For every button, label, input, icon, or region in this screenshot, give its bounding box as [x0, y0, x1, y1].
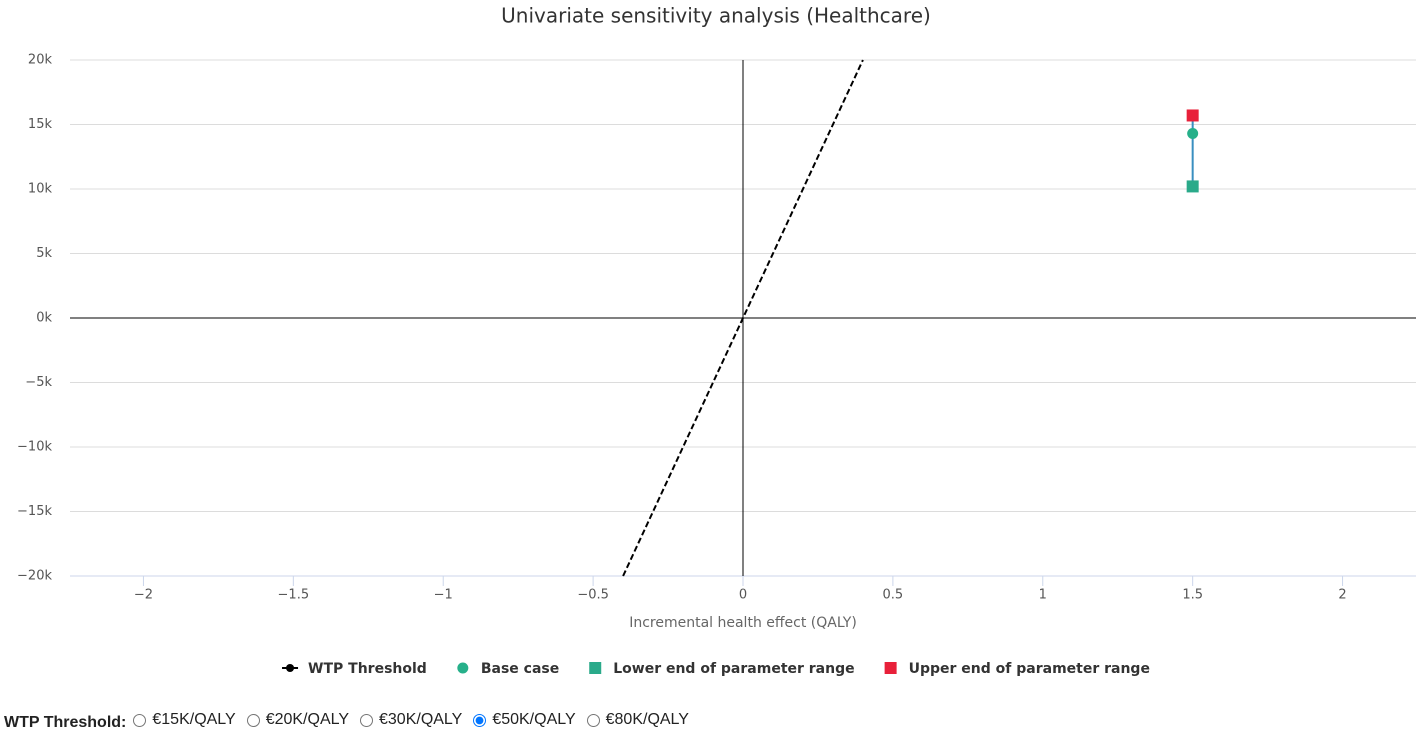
legend-item: Lower end of parameter range	[589, 661, 855, 677]
radio-label: €20K/QALY	[265, 711, 349, 728]
radio-label: €80K/QALY	[605, 711, 689, 728]
x-tick-label: −2	[134, 588, 153, 603]
x-tick-label: 0.5	[883, 588, 904, 603]
y-tick-label: −15k	[17, 504, 52, 519]
x-tick-label: 0	[739, 588, 747, 603]
radio-button[interactable]	[360, 713, 373, 727]
radio-label: €15K/QALY	[152, 711, 236, 728]
radio-button[interactable]	[473, 713, 487, 727]
legend-label: WTP Threshold	[308, 661, 427, 677]
legend-item: WTP Threshold	[282, 661, 427, 677]
y-tick-label: 15k	[28, 117, 53, 132]
legend: WTP Threshold Base case Lower end of param…	[282, 661, 1150, 677]
radio-option[interactable]: €30K/QALY	[357, 711, 462, 729]
legend-symbol	[457, 662, 469, 674]
y-tick-label: 10k	[28, 182, 53, 197]
y-tick-label: −10k	[17, 440, 52, 455]
point	[1187, 128, 1199, 140]
chart: Univariate sensitivity analysis (Healthc…	[17, 4, 1416, 677]
radio-label: €30K/QALY	[379, 711, 463, 728]
x-tick-label: −1.5	[278, 588, 310, 603]
radio-label: €50K/QALY	[492, 711, 576, 728]
legend-symbol	[884, 662, 897, 674]
radio-option[interactable]: €50K/QALY	[470, 711, 576, 729]
y-tick-label: −5k	[25, 375, 52, 390]
x-tick-label: −0.5	[577, 588, 609, 603]
y-tick-label: −20k	[17, 569, 52, 584]
x-tick-label: 1	[1039, 588, 1047, 603]
radio-button[interactable]	[246, 713, 260, 727]
radio-option[interactable]: €15K/QALY	[130, 711, 236, 729]
wtp-controls: WTP Threshold: €15K/QALY €20K/QALY €30K/QA…	[4, 708, 697, 732]
wtp-line	[622, 59, 864, 577]
legend-item: Base case	[457, 661, 559, 677]
y-tick-label: 5k	[36, 246, 52, 261]
radio-option[interactable]: €20K/QALY	[244, 711, 349, 729]
x-tick-label: 1.5	[1182, 588, 1203, 603]
x-tick-label: 2	[1338, 588, 1346, 603]
radio-option[interactable]: €80K/QALY	[584, 711, 689, 729]
legend-item: Upper end of parameter range	[884, 661, 1150, 677]
legend-label: Lower end of parameter range	[613, 661, 854, 677]
radio-button[interactable]	[586, 713, 600, 727]
x-axis-label: Incremental health effect (QALY)	[629, 615, 857, 631]
y-tick-label: 0k	[36, 311, 52, 326]
controls-label: WTP Threshold:	[4, 714, 127, 731]
legend-label: Base case	[481, 661, 559, 677]
legend-symbol	[286, 664, 295, 672]
point	[1186, 109, 1199, 122]
point	[1186, 180, 1199, 193]
x-tick-label: −1	[434, 588, 453, 603]
y-tick-label: 20k	[28, 53, 53, 68]
legend-label: Upper end of parameter range	[909, 661, 1150, 677]
chart-title: Univariate sensitivity analysis (Healthc…	[501, 4, 931, 28]
legend-symbol	[589, 662, 602, 674]
radio-button[interactable]	[133, 713, 147, 727]
